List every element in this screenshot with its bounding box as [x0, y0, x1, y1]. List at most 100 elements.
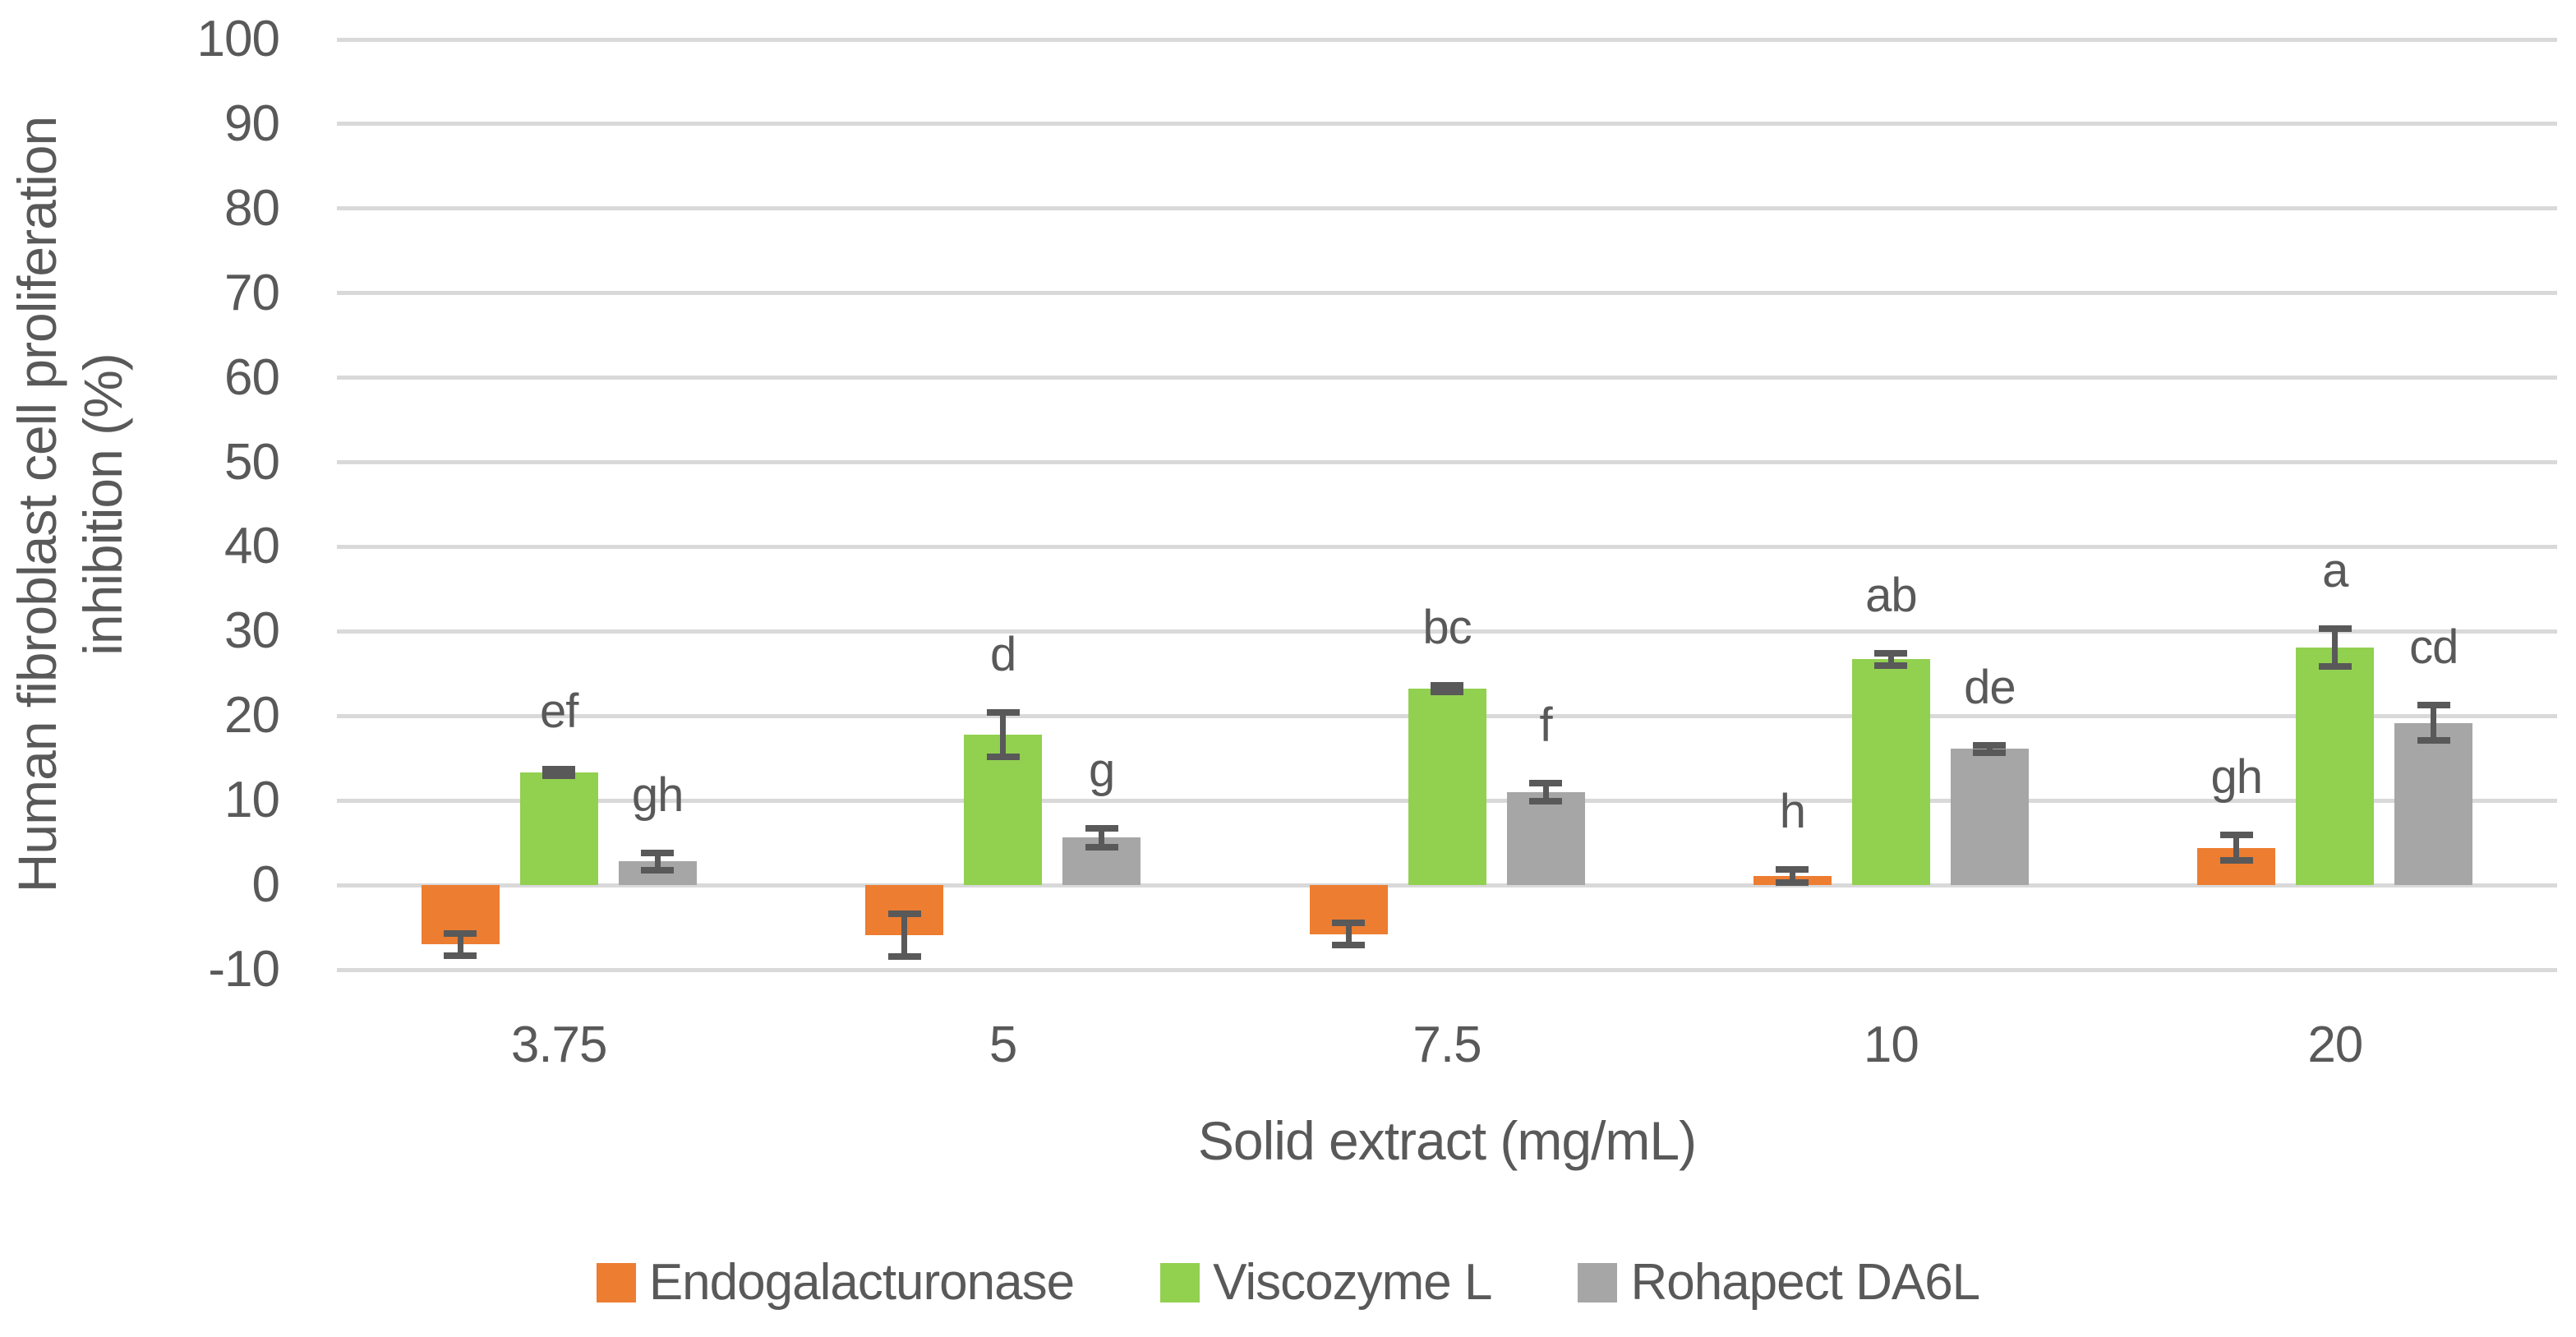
significance-letter: bc: [1422, 601, 1472, 655]
error-bar-cap: [1874, 662, 1908, 669]
error-bar-cap: [986, 709, 1020, 717]
x-tick-label: 3.75: [510, 1017, 608, 1073]
error-bar: [1099, 828, 1105, 847]
legend-swatch: [1160, 1263, 1200, 1302]
y-tick-label: 0: [251, 856, 280, 914]
error-bar-cap: [1973, 749, 2007, 756]
error-bar-cap: [444, 929, 477, 937]
legend-item: Viscozyme L: [1160, 1256, 1492, 1310]
significance-letter: a: [2322, 544, 2348, 598]
significance-letter: h: [1779, 784, 1806, 838]
error-bar-cap: [1431, 689, 1463, 696]
error-bar-cap: [2318, 662, 2352, 670]
legend-label: Rohapect DA6L: [1630, 1254, 1980, 1311]
error-bar: [2233, 835, 2240, 861]
gridline: [337, 206, 2557, 211]
gridline: [337, 629, 2557, 634]
error-bar-cap: [2219, 857, 2253, 864]
error-bar: [1000, 712, 1007, 757]
error-bar: [1542, 782, 1549, 802]
error-bar-cap: [1874, 650, 1908, 657]
error-bar-cap: [1529, 798, 1562, 805]
significance-letter: g: [1088, 744, 1115, 798]
legend-item: Endogalacturonase: [596, 1254, 1075, 1311]
error-bar-cap: [2219, 832, 2253, 839]
error-bar-cap: [887, 952, 921, 960]
error-bar-cap: [1332, 920, 1365, 927]
y-tick-label: 60: [224, 348, 280, 406]
error-bar-cap: [1776, 879, 1809, 886]
error-bar-cap: [1085, 825, 1118, 832]
error-bar: [2431, 704, 2437, 741]
y-tick-label: 100: [196, 11, 280, 67]
error-bar: [1444, 685, 1450, 693]
error-bar-cap: [542, 766, 576, 773]
y-tick-label: 20: [224, 687, 280, 745]
error-bar: [901, 914, 908, 957]
y-tick-label: 90: [224, 95, 280, 152]
error-bar: [1345, 923, 1352, 946]
significance-letter: ef: [540, 685, 578, 739]
error-bar-cap: [1973, 742, 2007, 749]
x-tick-label: 7.5: [1412, 1017, 1482, 1073]
legend-item: Rohapect DA6L: [1578, 1254, 1980, 1311]
x-axis-title: Solid extract (mg/mL): [1197, 1110, 1697, 1171]
error-bar-cap: [641, 866, 675, 874]
x-tick-label: 10: [1863, 1017, 1919, 1073]
x-tick-label: 20: [2307, 1017, 2363, 1073]
error-bar: [654, 852, 661, 870]
legend-swatch: [596, 1263, 636, 1302]
bar: [1950, 749, 2029, 886]
gridline: [337, 291, 2557, 296]
error-bar: [1887, 653, 1894, 666]
bar: [519, 772, 598, 886]
error-bar-cap: [641, 849, 675, 856]
significance-letter: cd: [2409, 620, 2458, 674]
error-bar-cap: [1776, 865, 1809, 873]
legend-swatch: [1578, 1263, 1618, 1302]
gridline: [337, 967, 2557, 972]
y-axis-title-line1: Human fibroblast cell proliferation: [7, 116, 67, 893]
gridline: [337, 376, 2557, 380]
error-bar: [555, 769, 562, 777]
error-bar-cap: [1529, 779, 1562, 786]
error-bar-cap: [1332, 942, 1365, 949]
gridline: [337, 460, 2557, 465]
significance-letter: ab: [1865, 569, 1918, 623]
bar: [1506, 791, 1585, 886]
gridline: [337, 544, 2557, 549]
error-bar: [457, 933, 463, 956]
gridline: [337, 883, 2557, 887]
gridline: [337, 37, 2557, 42]
gridline: [337, 122, 2557, 127]
error-bar: [1986, 745, 1993, 753]
error-bar-cap: [2318, 625, 2352, 633]
error-bar-cap: [2417, 737, 2450, 745]
y-tick-label: 30: [224, 602, 280, 660]
y-tick-label: -10: [208, 941, 280, 998]
significance-letter: de: [1964, 661, 2016, 715]
y-axis-title-line2: inhibition (%): [72, 353, 133, 656]
error-bar: [2332, 629, 2339, 666]
error-bar-cap: [887, 911, 921, 918]
bar: [2394, 722, 2473, 886]
y-tick-label: 50: [224, 433, 280, 491]
y-tick-label: 10: [224, 772, 280, 829]
error-bar-cap: [1431, 682, 1463, 689]
legend-label: Endogalacturonase: [648, 1254, 1075, 1311]
error-bar-cap: [542, 772, 576, 780]
bar: [2296, 647, 2375, 886]
y-tick-label: 80: [224, 179, 280, 237]
bar: [1851, 659, 1930, 886]
bar: [1408, 689, 1486, 886]
significance-letter: gh: [2210, 750, 2264, 805]
x-tick-label: 5: [988, 1017, 1017, 1073]
significance-letter: f: [1539, 698, 1552, 752]
error-bar-cap: [1085, 843, 1118, 851]
error-bar-cap: [444, 952, 477, 959]
error-bar-cap: [986, 753, 1020, 760]
y-tick-label: 40: [224, 518, 280, 575]
error-bar: [1789, 869, 1795, 883]
legend: Endogalacturonase Viscozyme L Rohapect DA6…: [0, 1256, 2576, 1310]
